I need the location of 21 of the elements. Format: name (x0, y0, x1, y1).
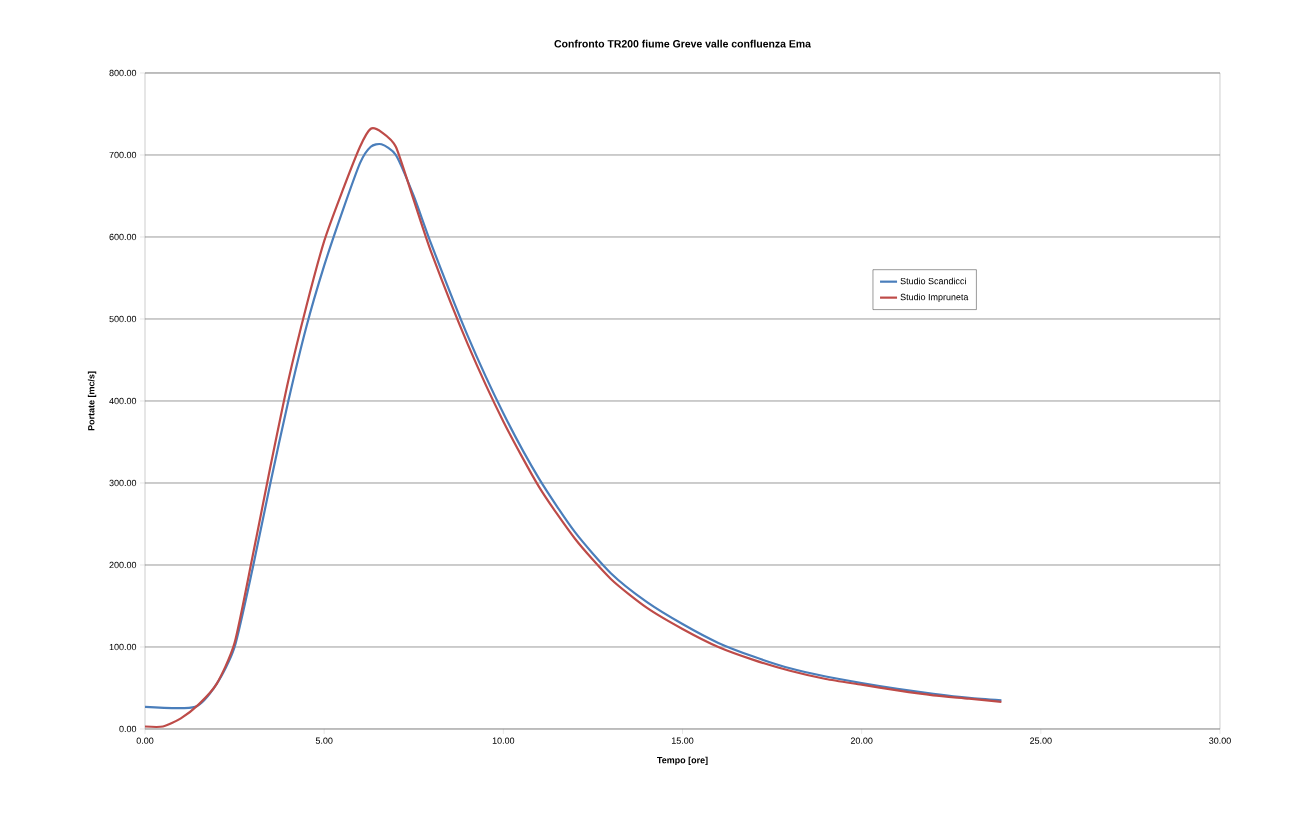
y-tick-label: 700.00 (109, 151, 137, 159)
y-tick-label: 400.00 (109, 397, 137, 405)
y-tick-label: 100.00 (109, 643, 137, 651)
x-tick-label: 30.00 (1209, 737, 1231, 744)
x-tick-label: 10.00 (492, 737, 515, 744)
y-tick-label: 0.00 (119, 725, 137, 733)
x-tick-label: 15.00 (671, 737, 694, 744)
y-tick-label: 200.00 (109, 561, 137, 569)
x-tick-label: 25.00 (1030, 737, 1052, 744)
chart-title: Confronto TR200 fiume Greve valle confluenza Ema (554, 39, 811, 48)
y-tick-label: 600.00 (109, 233, 137, 241)
x-axis-title: Tempo [ore] (657, 756, 708, 766)
legend-label: Studio Impruneta (900, 293, 969, 302)
legend-label: Studio Scandicci (900, 277, 966, 285)
y-axis-title: Portate [mc/s] (87, 371, 97, 431)
y-tick-label: 300.00 (109, 479, 137, 487)
y-tick-label: 500.00 (109, 315, 137, 323)
x-tick-label: 20.00 (850, 737, 873, 744)
x-tick-label: 5.00 (315, 737, 333, 744)
y-tick-label: 800.00 (109, 69, 137, 77)
x-tick-label: 0.00 (136, 737, 154, 744)
